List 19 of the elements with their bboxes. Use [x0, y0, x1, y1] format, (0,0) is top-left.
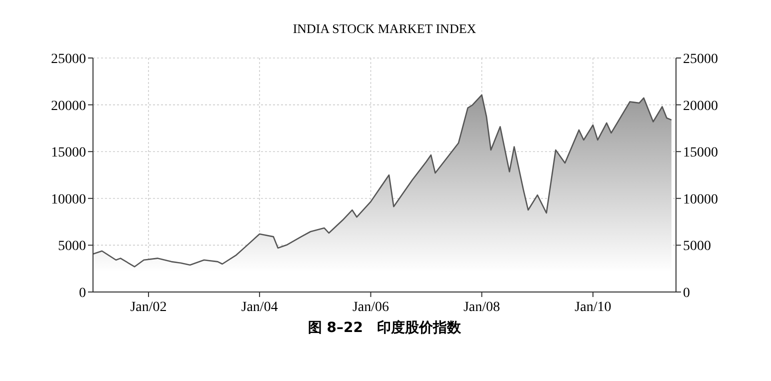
y-tick-label: 0: [79, 286, 86, 301]
annotation: 图 8–22 印度股价指数: [308, 320, 462, 336]
y-tick-label: 15000: [51, 146, 86, 161]
y2-tick-label: 15000: [683, 146, 718, 161]
y2-tick-label: 10000: [683, 192, 718, 208]
y2-tick-label: 25000: [683, 52, 718, 67]
x-tick-label: Jan/06: [352, 300, 390, 315]
x-tick-label: Jan/04: [241, 300, 278, 315]
x-tick-label: Jan/10: [574, 300, 612, 315]
x-tick-label: Jan/02: [130, 300, 167, 315]
y2-tick-label: 20000: [683, 98, 718, 114]
title: INDIA STOCK MARKET INDEX: [292, 21, 476, 36]
y-tick-label: 10000: [51, 192, 86, 208]
y-tick-label: 25000: [51, 52, 86, 67]
y-tick-label: 20000: [51, 98, 86, 114]
x-tick-label: Jan/08: [463, 300, 500, 315]
y2-tick-label: 0: [683, 286, 690, 301]
y-tick-label: 5000: [58, 239, 86, 254]
y2-tick-label: 5000: [683, 239, 711, 254]
